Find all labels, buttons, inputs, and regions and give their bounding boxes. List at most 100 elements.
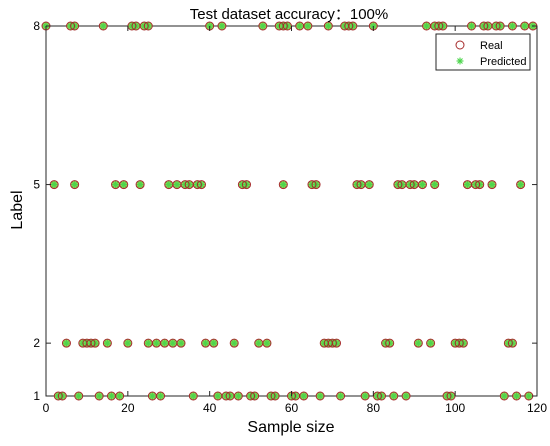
predicted-point [468,22,476,30]
predicted-point [234,392,242,400]
real-point [303,21,313,31]
real-point [258,21,268,31]
real-point [139,21,149,31]
real-point [176,338,186,348]
predicted-point [173,181,181,189]
real-point [229,338,239,348]
x-axis-label: Sample size [247,419,334,436]
x-tick-label: 40 [203,401,217,415]
real-point [454,338,464,348]
real-point [135,180,145,190]
real-point [57,391,67,401]
real-point [315,391,325,401]
real-point [53,391,63,401]
real-point [237,180,247,190]
real-point [66,21,76,31]
y-tick-label: 1 [33,389,40,403]
predicted-point [107,392,115,400]
predicted-point [427,339,435,347]
real-point [250,391,260,401]
predicted-point [75,392,83,400]
real-point [405,180,415,190]
real-point [209,338,219,348]
predicted-point [361,392,369,400]
x-tick-label: 0 [43,401,50,415]
real-point [499,391,509,401]
real-point [442,391,452,401]
legend-predicted-label: Predicted [480,56,526,68]
real-point [491,21,501,31]
predicted-point [296,22,304,30]
real-point [364,180,374,190]
real-point [119,180,129,190]
real-point [311,180,321,190]
real-point [381,338,391,348]
marks-layer [41,21,538,401]
real-point [196,180,206,190]
predicted-point [99,22,107,30]
real-point [332,338,342,348]
real-point [495,21,505,31]
real-point [102,338,112,348]
predicted-point [177,339,185,347]
real-point [458,338,468,348]
real-point [86,338,96,348]
real-point [385,338,395,348]
real-point [352,180,362,190]
predicted-point [169,339,177,347]
predicted-point [218,22,226,30]
real-point [70,180,80,190]
predicted-point [513,392,521,400]
legend-real-marker [455,40,465,50]
real-point [233,391,243,401]
real-point [188,391,198,401]
predicted-point [337,392,345,400]
real-point [278,21,288,31]
x-tick-label: 60 [285,401,299,415]
real-point [417,180,427,190]
real-point [475,180,485,190]
real-point [327,338,337,348]
y-tick-label: 2 [33,336,40,350]
real-point [413,338,423,348]
real-point [393,180,403,190]
y-axis-label: Label [9,190,26,229]
predicted-point [230,339,238,347]
real-point [512,391,522,401]
real-point [348,21,358,31]
real-point [266,391,276,401]
real-point [123,338,133,348]
real-point [360,391,370,401]
predicted-point [263,339,271,347]
real-point [221,391,231,401]
real-point [307,180,317,190]
real-point [471,180,481,190]
predicted-point [431,181,439,189]
legend-real-label: Real [480,40,503,52]
real-point [70,21,80,31]
predicted-point [124,339,132,347]
predicted-point [202,339,210,347]
predicted-point [517,181,525,189]
predicted-point [488,181,496,189]
axes-layer: 0 20 40 60 80 100 120 1 2 5 8 [33,19,547,415]
predicted-point [210,339,218,347]
real-point [479,21,489,31]
legend-predicted-marker [456,57,464,65]
real-point [241,180,251,190]
legend-box [435,33,531,71]
real-point [98,21,108,31]
real-point [262,338,272,348]
predicted-point [508,22,516,30]
real-point [507,21,517,31]
real-point [344,21,354,31]
predicted-point [95,392,103,400]
real-point [192,180,202,190]
real-point [426,338,436,348]
x-tick-label: 120 [527,401,547,415]
x-tick-label: 20 [121,401,135,415]
real-point [377,391,387,401]
y-tick-label: 8 [33,19,40,33]
